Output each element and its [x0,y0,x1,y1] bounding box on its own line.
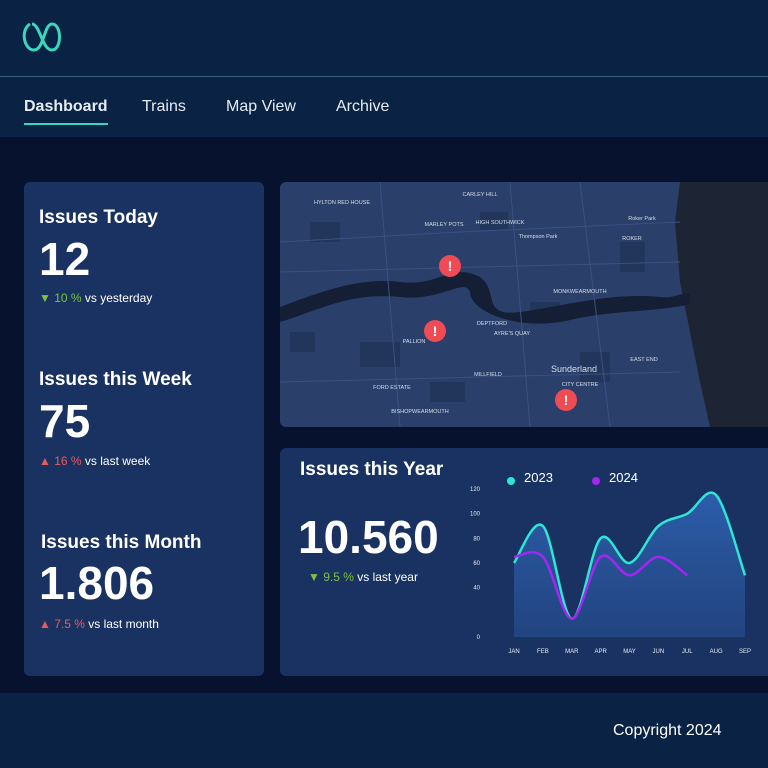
map-label: Roker Park [628,216,656,222]
area [514,492,745,637]
x-tick-label: JAN [508,649,519,655]
stat-value: 75 [39,395,91,447]
stat-change: ▲ 16 % vs last week [39,454,151,468]
legend-swatch [507,477,515,485]
map-label: Sunderland [551,364,597,374]
year-title: Issues this Year [300,459,444,480]
nav-item[interactable]: Trains [142,98,186,115]
stat-change: ▼ 10 % vs yesterday [39,291,153,305]
map-label: FORD ESTATE [373,385,411,391]
svg-text:!: ! [564,392,569,408]
map-label: MILLFIELD [474,372,502,378]
map-label: MONKWEARMOUTH [553,289,606,295]
x-tick-label: MAY [623,649,636,655]
map-label: CITY CENTRE [562,382,599,388]
comparison: vs last year [357,570,418,584]
map-label: AYRE'S QUAY [494,331,530,337]
logo[interactable] [22,20,64,54]
map[interactable]: HYLTON RED HOUSE CARLEY HILL MARLEY POTS HI… [280,182,768,427]
x-tick-label: AUG [710,649,723,655]
comparison: vs yesterday [84,291,153,305]
x-tick-label: APR [594,649,607,655]
y-tick-label: 60 [473,561,480,567]
map-label: PALLION [403,339,426,345]
map-label: Thompson Park [519,234,558,240]
change: 9.5 % [323,570,354,584]
map-label: BISHOPWEARMOUTH [391,409,448,415]
year-change: ▼ 9.5 % vs last year [308,570,418,584]
nav-item[interactable]: Map View [226,98,296,115]
change: 10 % [54,291,82,305]
x-tick-label: JUN [653,649,665,655]
change: 16 % [54,454,82,468]
x-tick-label: MAR [565,649,579,655]
stat-title: Issues this Week [39,369,192,390]
legend-label: 2024 [609,470,638,485]
x-tick-label: FEB [537,649,549,655]
stat-value: 12 [39,233,91,285]
chart: 0 40 60 80 100 120 JAN FEB MAR APR MAY JUN JUL AUG SEP… [470,470,751,655]
y-tick-label: 120 [470,487,481,493]
map-label: ROKER [622,236,642,242]
map-marker[interactable]: ! [439,255,461,277]
map-label: DEPTFORD [477,321,507,327]
map-marker[interactable]: ! [424,320,446,342]
footer: Copyright 2024 [0,693,768,768]
comparison: vs last week [84,454,151,468]
header [0,0,768,77]
map-label: CARLEY HILL [462,192,497,198]
stat-title: Issues Today [39,207,158,228]
map-label: MARLEY POTS [424,222,463,228]
x-tick-label: JUL [682,649,693,655]
y-tick-label: 0 [477,635,481,641]
nav-bar: Dashboard Trains Map View Archive [0,77,768,137]
year-value: 10.560 [298,511,439,563]
svg-text:!: ! [448,258,453,274]
stat-value: 1.806 [39,557,155,609]
map-label: HIGH SOUTHWICK [476,220,525,226]
stat-change: ▲ 7.5 % vs last month [39,617,159,631]
map-marker[interactable]: ! [555,389,577,411]
change: 7.5 % [54,617,85,631]
y-tick-label: 40 [473,586,480,592]
map-label: EAST END [630,357,657,363]
nav-item[interactable]: Dashboard [24,98,108,125]
map-label: HYLTON RED HOUSE [314,200,370,206]
legend-swatch [592,477,600,485]
stats-card: Issues Today 12 ▼ 10 % vs yesterday Issu… [24,182,264,676]
comparison: vs last month [88,617,159,631]
svg-text:!: ! [433,323,438,339]
nav-item[interactable]: Archive [336,98,390,115]
stat-title: Issues this Month [41,532,202,553]
legend-label: 2023 [524,470,553,485]
line [513,551,688,620]
y-tick-label: 100 [470,512,481,518]
line [512,491,747,620]
y-tick-label: 80 [473,536,480,542]
copyright: Copyright 2024 [613,722,722,739]
x-tick-label: SEP [739,649,751,655]
